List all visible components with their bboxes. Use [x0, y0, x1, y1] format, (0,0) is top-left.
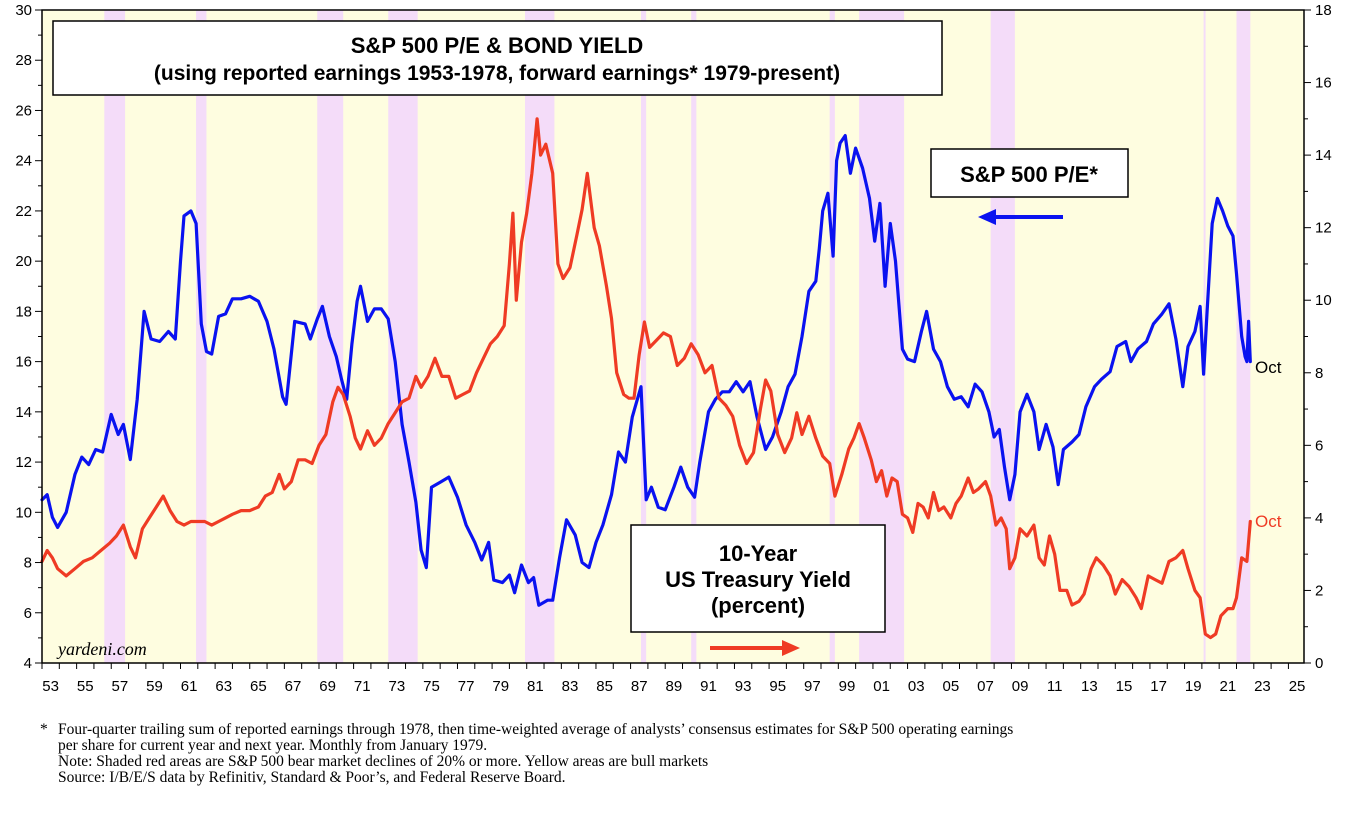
right-axis-tick-label: 4 — [1315, 510, 1323, 527]
x-axis-tick-label: 63 — [215, 678, 232, 695]
yield-label-box: 10-Year US Treasury Yield (percent) — [630, 524, 886, 633]
x-axis-tick-label: 57 — [112, 678, 129, 695]
bear-market-band — [829, 10, 835, 663]
footnote-source: Source: I/B/E/S data by Refinitiv, Stand… — [58, 769, 566, 786]
x-axis-tick-label: 23 — [1254, 678, 1271, 695]
series-lines — [40, 117, 1252, 640]
x-axis-tick-label: 91 — [700, 678, 717, 695]
x-axis-tick-label: 95 — [769, 678, 786, 695]
x-axis-tick-label: 97 — [804, 678, 821, 695]
x-axis-tick-label: 75 — [423, 678, 440, 695]
x-axis-tick-label: 61 — [181, 678, 198, 695]
x-axis-tick-label: 79 — [492, 678, 509, 695]
yield-label-line-3: (percent) — [711, 593, 805, 618]
x-axis-tick-label: 17 — [1150, 678, 1167, 695]
left-axis-tick-label: 8 — [24, 555, 32, 572]
bear-market-band — [388, 10, 418, 663]
x-axis-tick-label: 01 — [873, 678, 890, 695]
left-axis: 4 6 8 10 12 14 16 18 20 22 24 26 28 30 — [15, 2, 42, 672]
left-axis-tick-label: 14 — [15, 404, 32, 421]
bear-market-band — [990, 10, 1015, 663]
x-axis-tick-label: 59 — [146, 678, 163, 695]
pe-ratio-line — [40, 134, 1252, 607]
left-axis-tick-label: 24 — [15, 153, 32, 170]
x-axis-tick-label: 13 — [1081, 678, 1098, 695]
treasury-yield-line — [40, 117, 1252, 640]
footnote-text-1: Four-quarter trailing sum of reported ea… — [58, 721, 1014, 738]
left-axis-tick-label: 26 — [15, 102, 32, 119]
yield-end-label: Oct — [1255, 512, 1282, 531]
x-axis-tick-label: 07 — [977, 678, 994, 695]
x-axis-tick-label: 69 — [319, 678, 336, 695]
left-axis-tick-label: 6 — [24, 605, 32, 622]
bear-market-band — [104, 10, 126, 663]
pe-arrow — [978, 209, 1063, 225]
x-axis-tick-label: 71 — [354, 678, 371, 695]
x-axis-tick-label: 53 — [42, 678, 59, 695]
left-axis-tick-label: 28 — [15, 52, 32, 69]
left-axis-tick-label: 12 — [15, 454, 32, 471]
left-axis-tick-label: 16 — [15, 354, 32, 371]
right-axis-tick-label: 16 — [1315, 75, 1332, 92]
x-axis-tick-label: 83 — [562, 678, 579, 695]
title-box: S&P 500 P/E & BOND YIELD (using reported… — [52, 20, 943, 96]
x-axis-tick-label: 89 — [666, 678, 683, 695]
x-axis-tick-label: 05 — [943, 678, 960, 695]
footnote-line-2: per share for current year and next year… — [58, 737, 488, 754]
yield-label-line-1: 10-Year — [719, 541, 798, 566]
x-axis-tick-label: 93 — [735, 678, 752, 695]
x-axis-tick-label: 09 — [1012, 678, 1029, 695]
left-axis-tick-label: 30 — [15, 2, 32, 19]
x-axis-tick-label: 55 — [77, 678, 94, 695]
x-axis-tick-label: 11 — [1047, 678, 1063, 695]
footnote-star: * — [40, 721, 48, 738]
source-watermark: yardeni.com — [56, 639, 147, 659]
x-axis-tick-label: 21 — [1219, 678, 1236, 695]
pe-label: S&P 500 P/E* — [960, 162, 1098, 187]
x-axis-tick-label: 81 — [527, 678, 544, 695]
x-axis-tick-label: 87 — [631, 678, 648, 695]
x-axis-tick-label: 15 — [1116, 678, 1133, 695]
bear-market-bands — [104, 10, 1251, 663]
right-axis-tick-label: 12 — [1315, 220, 1332, 237]
pe-label-box: S&P 500 P/E* — [930, 148, 1129, 198]
x-axis-tick-label: 25 — [1289, 678, 1306, 695]
x-axis-tick-label: 19 — [1185, 678, 1202, 695]
x-axis-tick-label: 73 — [389, 678, 406, 695]
footnote-note: Note: Shaded red areas are S&P 500 bear … — [58, 753, 709, 770]
footnote-line-1: * Four-quarter trailing sum of reported e… — [40, 722, 1340, 738]
right-axis-tick-label: 2 — [1315, 582, 1323, 599]
footnotes: * Four-quarter trailing sum of reported e… — [40, 722, 1340, 786]
chart-title: S&P 500 P/E & BOND YIELD — [351, 33, 644, 58]
x-axis-tick-label: 85 — [596, 678, 613, 695]
right-axis-tick-label: 14 — [1315, 147, 1332, 164]
x-axis: 53 55 57 59 61 63 65 67 69 71 73 75 77 79 81 83 85 87 89 91… — [41, 663, 1306, 695]
right-axis-tick-label: 6 — [1315, 437, 1323, 454]
left-axis-tick-label: 4 — [24, 655, 32, 672]
yield-label-line-2: US Treasury Yield — [665, 567, 851, 592]
chart-subtitle: (using reported earnings 1953-1978, forw… — [154, 62, 840, 85]
x-axis-tick-label: 77 — [458, 678, 475, 695]
left-axis-tick-label: 18 — [15, 303, 32, 320]
x-axis-tick-label: 03 — [908, 678, 925, 695]
right-axis-tick-label: 18 — [1315, 2, 1332, 19]
bear-market-band — [691, 10, 697, 663]
pe-end-label: Oct — [1255, 358, 1282, 377]
left-axis-tick-label: 22 — [15, 203, 32, 220]
x-axis-tick-label: 67 — [285, 678, 302, 695]
x-axis-tick-label: 65 — [250, 678, 267, 695]
bear-market-band — [524, 10, 555, 663]
x-axis-tick-label: 99 — [839, 678, 856, 695]
bear-market-band — [196, 10, 207, 663]
right-axis-tick-label: 0 — [1315, 655, 1323, 672]
left-axis-tick-label: 20 — [15, 253, 32, 270]
right-axis: 0 2 4 6 8 10 12 14 16 18 — [1304, 2, 1332, 672]
bear-market-band — [1236, 10, 1251, 663]
left-axis-tick-label: 10 — [15, 504, 32, 521]
right-axis-tick-label: 10 — [1315, 292, 1332, 309]
right-axis-tick-label: 8 — [1315, 365, 1323, 382]
yield-arrow — [710, 640, 800, 656]
